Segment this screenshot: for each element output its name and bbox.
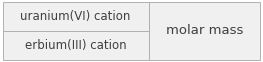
Bar: [149, 2, 260, 60]
Text: molar mass: molar mass: [166, 24, 243, 38]
Bar: [3, 31, 149, 60]
Bar: [3, 2, 149, 31]
Text: uranium(VI) cation: uranium(VI) cation: [21, 10, 131, 23]
Text: erbium(III) cation: erbium(III) cation: [25, 39, 127, 52]
